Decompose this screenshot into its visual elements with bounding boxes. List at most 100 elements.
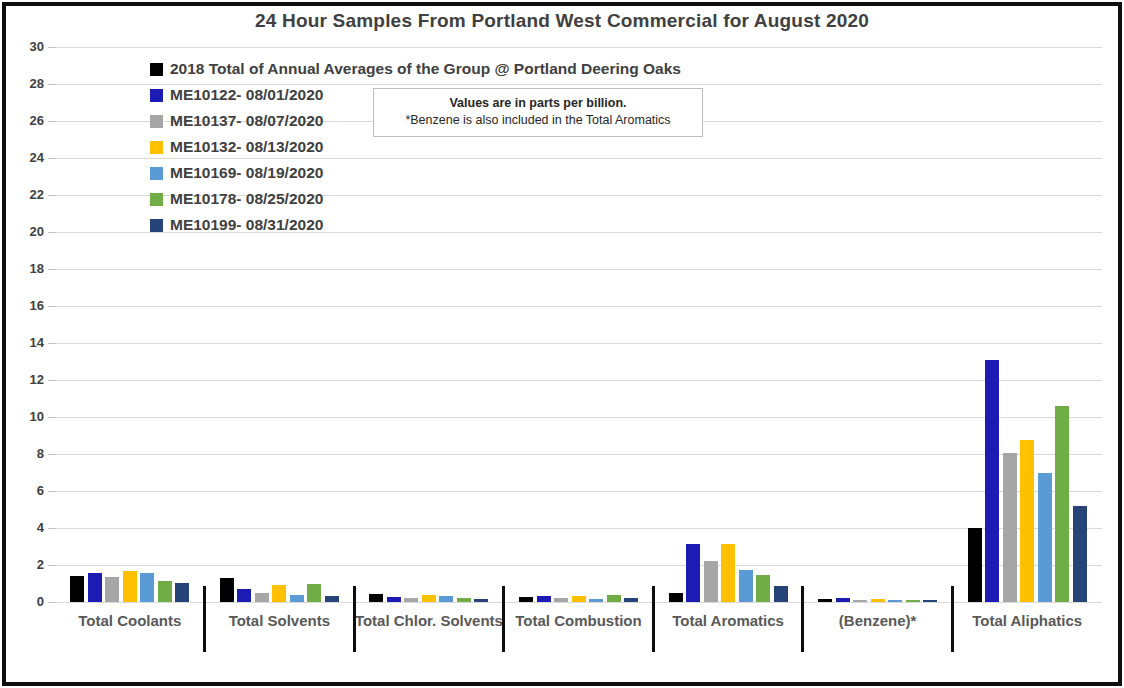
y-axis-label: 30	[12, 39, 44, 55]
bar	[1073, 506, 1087, 602]
bar	[88, 573, 102, 602]
bar	[1038, 473, 1052, 603]
bar	[369, 594, 383, 602]
legend-swatch-icon	[150, 193, 163, 206]
legend-item: ME10199- 08/31/2020	[150, 212, 681, 238]
y-gridline	[55, 454, 1102, 455]
legend-swatch-icon	[150, 167, 163, 180]
y-axis-tick	[48, 565, 55, 566]
bar	[836, 598, 850, 602]
legend-label: ME10169- 08/19/2020	[170, 164, 323, 182]
y-axis-tick	[48, 528, 55, 529]
bar	[1055, 406, 1069, 602]
y-gridline	[55, 306, 1102, 307]
bar	[572, 596, 586, 602]
bar	[439, 596, 453, 602]
bar	[888, 600, 902, 602]
bar	[756, 575, 770, 602]
bar	[923, 600, 937, 602]
y-axis-tick	[48, 306, 55, 307]
y-gridline	[55, 343, 1102, 344]
y-gridline	[55, 47, 1102, 48]
y-axis-tick	[48, 195, 55, 196]
y-axis-tick	[48, 269, 55, 270]
bar	[1003, 453, 1017, 602]
bar	[985, 360, 999, 602]
y-axis-label: 22	[12, 187, 44, 203]
category-separator-line	[203, 586, 206, 652]
y-axis-label: 28	[12, 76, 44, 92]
bar	[290, 595, 304, 602]
bar	[105, 577, 119, 602]
y-gridline	[55, 565, 1102, 566]
y-gridline	[55, 491, 1102, 492]
bar	[624, 598, 638, 602]
bar	[519, 597, 533, 602]
legend-label: 2018 Total of Annual Averages of the Gro…	[170, 60, 681, 78]
bar	[158, 581, 172, 602]
bar	[175, 583, 189, 602]
note-box: Values are in parts per billion. *Benzen…	[373, 88, 703, 137]
y-axis-tick	[48, 232, 55, 233]
y-axis-label: 24	[12, 150, 44, 166]
y-axis-tick	[48, 417, 55, 418]
y-axis-label: 6	[12, 483, 44, 499]
category-separator-line	[951, 586, 954, 652]
bar	[853, 600, 867, 602]
x-axis-category-label: Total Coolants	[55, 612, 205, 629]
x-axis-category-label: Total Aromatics	[653, 612, 803, 629]
y-gridline	[55, 380, 1102, 381]
chart-legend: 2018 Total of Annual Averages of the Gro…	[150, 56, 681, 238]
legend-swatch-icon	[150, 115, 163, 128]
bar	[307, 584, 321, 603]
bar	[387, 597, 401, 602]
bar	[554, 598, 568, 602]
y-axis-label: 10	[12, 409, 44, 425]
bar	[589, 599, 603, 602]
y-axis-label: 26	[12, 113, 44, 129]
y-axis-tick	[48, 343, 55, 344]
bar	[774, 586, 788, 602]
bar	[1020, 440, 1034, 602]
legend-item: 2018 Total of Annual Averages of the Gro…	[150, 56, 681, 82]
y-axis-tick	[48, 121, 55, 122]
x-axis-category-label: Total Aliphatics	[952, 612, 1102, 629]
bar	[871, 599, 885, 602]
legend-label: ME10178- 08/25/2020	[170, 190, 323, 208]
bar	[669, 593, 683, 602]
legend-swatch-icon	[150, 219, 163, 232]
bar	[123, 571, 137, 602]
legend-swatch-icon	[150, 141, 163, 154]
y-gridline	[55, 269, 1102, 270]
category-separator-line	[353, 586, 356, 652]
y-axis-tick	[48, 491, 55, 492]
chart-title: 24 Hour Samples From Portland West Comme…	[0, 10, 1124, 32]
y-axis-tick	[48, 84, 55, 85]
y-axis-tick	[48, 47, 55, 48]
bar	[686, 544, 700, 602]
x-axis-category-label: Total Chlor. Solvents	[354, 612, 504, 629]
bar	[457, 598, 471, 602]
y-axis-label: 2	[12, 557, 44, 573]
legend-item: ME10169- 08/19/2020	[150, 160, 681, 186]
y-axis-label: 18	[12, 261, 44, 277]
y-axis-label: 4	[12, 520, 44, 536]
y-gridline	[55, 602, 1102, 603]
bar	[537, 596, 551, 602]
bar	[704, 561, 718, 602]
y-gridline	[55, 417, 1102, 418]
bar	[70, 576, 84, 602]
legend-label: ME10122- 08/01/2020	[170, 86, 323, 104]
bar	[422, 595, 436, 602]
bar	[404, 598, 418, 602]
bar	[237, 589, 251, 602]
x-axis-category-label: Total Solvents	[205, 612, 355, 629]
category-separator-line	[652, 586, 655, 652]
y-axis-label: 0	[12, 594, 44, 610]
y-axis-tick	[48, 380, 55, 381]
bar	[739, 570, 753, 602]
bar	[272, 585, 286, 602]
note-units-text: Values are in parts per billion.	[382, 95, 694, 112]
category-separator-line	[502, 586, 505, 652]
x-axis-category-label: (Benzene)*	[803, 612, 953, 629]
